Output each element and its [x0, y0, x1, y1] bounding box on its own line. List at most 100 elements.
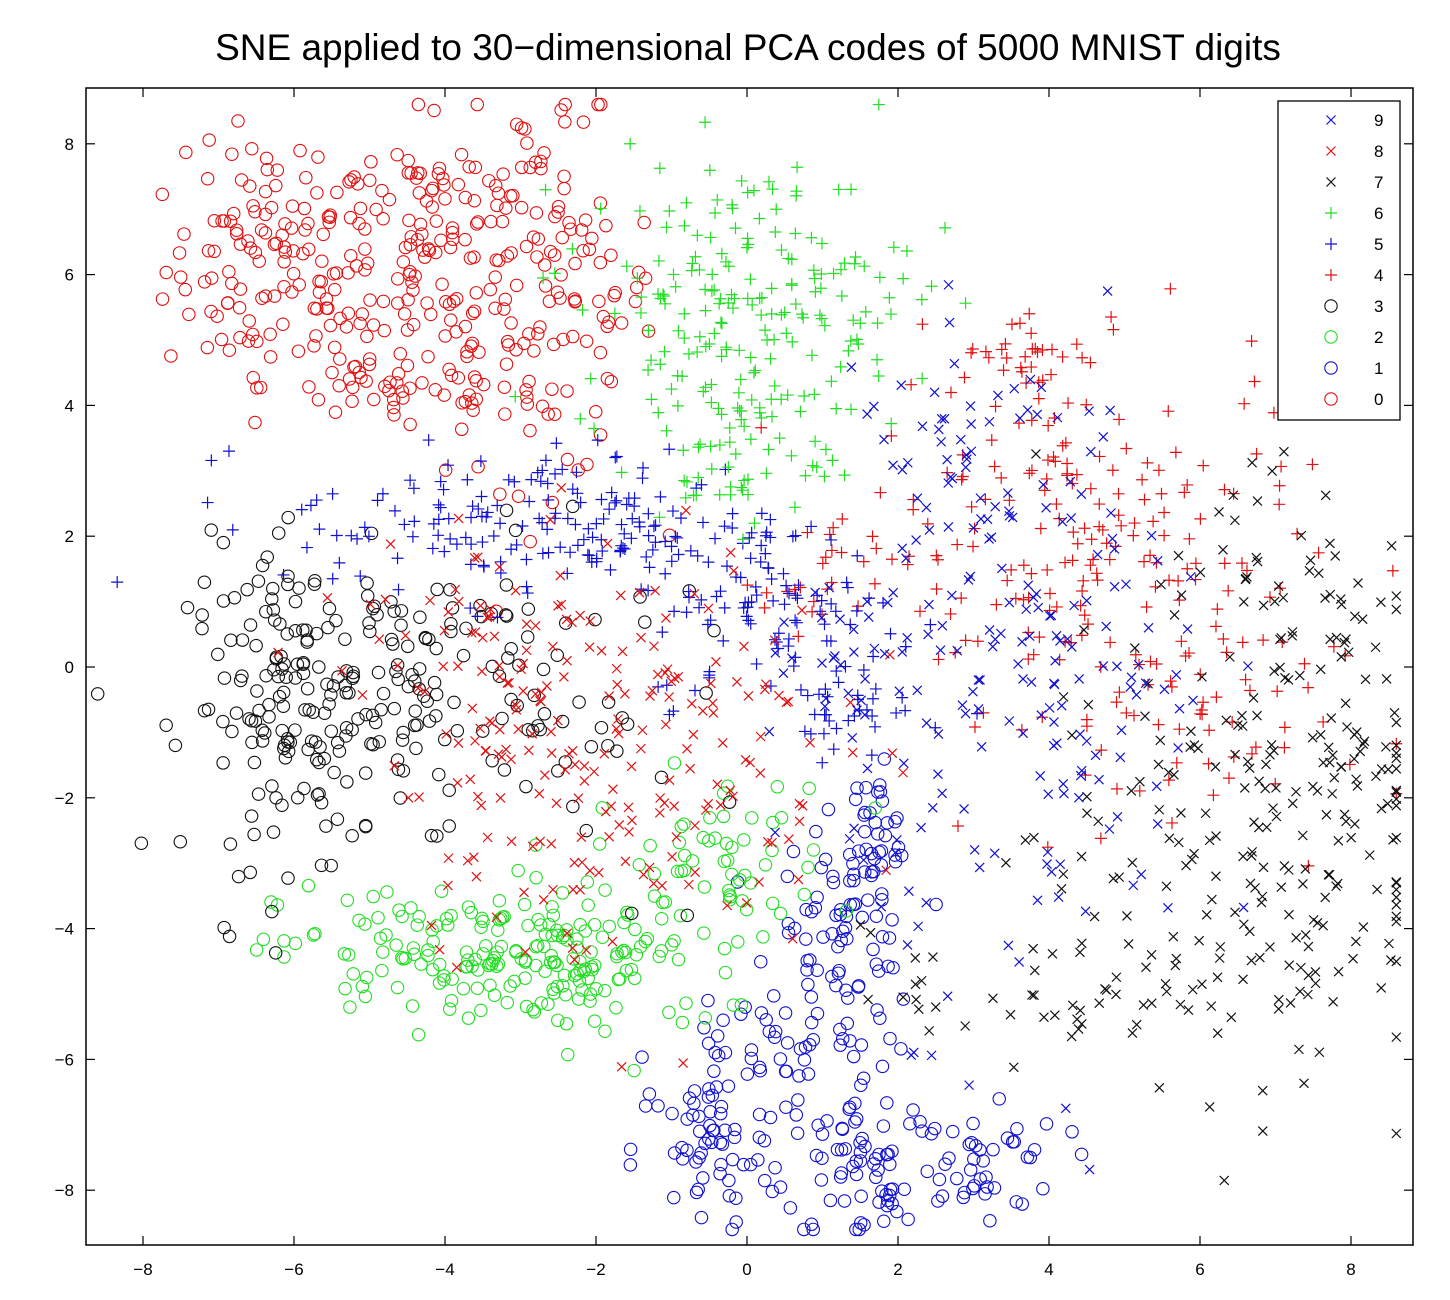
point-8: [608, 784, 618, 795]
point-7: [916, 975, 927, 986]
point-1: [687, 1084, 702, 1098]
point-5: [695, 593, 708, 606]
point-8: [425, 595, 435, 606]
point-1: [950, 1171, 964, 1186]
point-5: [595, 533, 608, 546]
point-2: [461, 953, 475, 967]
point-2: [343, 1000, 357, 1014]
point-7: [1221, 715, 1232, 726]
point-3: [413, 610, 427, 625]
point-5: [816, 756, 829, 769]
point-1: [752, 1107, 767, 1122]
point-1: [810, 963, 824, 978]
point-9: [1146, 530, 1157, 541]
point-9: [859, 709, 870, 720]
point-6: [769, 226, 782, 239]
point-4: [1236, 557, 1248, 570]
point-7: [1350, 936, 1361, 947]
point-9: [965, 401, 976, 411]
point-6: [825, 375, 838, 388]
point-0: [321, 301, 335, 316]
point-3: [499, 608, 513, 622]
point-0: [258, 289, 273, 303]
point-2: [459, 959, 473, 974]
point-0: [243, 179, 257, 193]
point-3: [300, 633, 315, 647]
point-1: [894, 1042, 908, 1056]
point-0: [484, 214, 498, 229]
point-4: [1302, 681, 1315, 694]
point-7: [1391, 785, 1402, 796]
point-6: [749, 364, 762, 377]
point-7: [1351, 774, 1362, 785]
point-0: [445, 225, 460, 240]
point-1: [869, 909, 884, 923]
point-3: [242, 712, 256, 726]
point-4: [1273, 479, 1286, 492]
point-2: [405, 999, 420, 1013]
point-3: [233, 673, 248, 688]
point-2: [743, 876, 758, 890]
point-2: [550, 979, 564, 994]
point-5: [754, 555, 767, 568]
point-8: [634, 587, 645, 598]
point-9: [843, 688, 854, 699]
point-8: [547, 641, 558, 652]
point-9: [975, 675, 985, 685]
point-5: [720, 560, 733, 573]
point-1: [837, 1194, 852, 1208]
point-7: [1134, 776, 1145, 787]
point-1: [682, 1091, 697, 1105]
point-7: [1352, 781, 1363, 791]
point-2: [306, 928, 321, 942]
point-8: [787, 933, 798, 944]
point-3: [340, 775, 354, 789]
point-8: [495, 793, 506, 803]
point-6: [746, 298, 759, 311]
point-0: [469, 286, 484, 300]
point-3: [276, 699, 291, 714]
point-6: [782, 252, 795, 265]
point-3: [412, 662, 427, 676]
point-2: [371, 910, 385, 925]
point-2: [556, 979, 570, 993]
legend-item-1: 1: [1324, 359, 1383, 378]
point-7: [1391, 800, 1402, 811]
point-8: [623, 802, 634, 813]
point-0: [564, 222, 578, 236]
point-7: [1275, 662, 1285, 673]
point-3: [224, 633, 238, 647]
point-9: [888, 587, 899, 598]
x-tick-label: −2: [586, 1260, 605, 1279]
point-8: [523, 745, 534, 756]
point-5: [787, 660, 800, 673]
point-7: [1291, 786, 1301, 797]
point-1: [778, 1006, 793, 1020]
point-2: [547, 986, 561, 1000]
series-4: [741, 282, 1403, 872]
point-9: [852, 705, 862, 715]
point-9: [1049, 679, 1060, 690]
point-9: [1066, 513, 1077, 524]
point-4: [1084, 356, 1097, 369]
point-2: [507, 974, 522, 989]
point-8: [573, 793, 584, 804]
point-8: [604, 831, 615, 842]
point-3: [243, 865, 258, 880]
point-7: [1304, 565, 1315, 576]
point-7: [1058, 691, 1069, 702]
point-6: [705, 284, 718, 297]
point-9: [990, 634, 1001, 645]
point-9: [1151, 781, 1162, 792]
point-9: [1014, 957, 1025, 967]
point-1: [740, 1067, 755, 1081]
point-0: [465, 306, 480, 321]
point-0: [360, 329, 374, 344]
point-7: [1329, 772, 1340, 783]
point-7: [1173, 837, 1184, 848]
point-2: [277, 950, 291, 964]
point-1: [831, 939, 845, 954]
point-2: [555, 886, 570, 900]
